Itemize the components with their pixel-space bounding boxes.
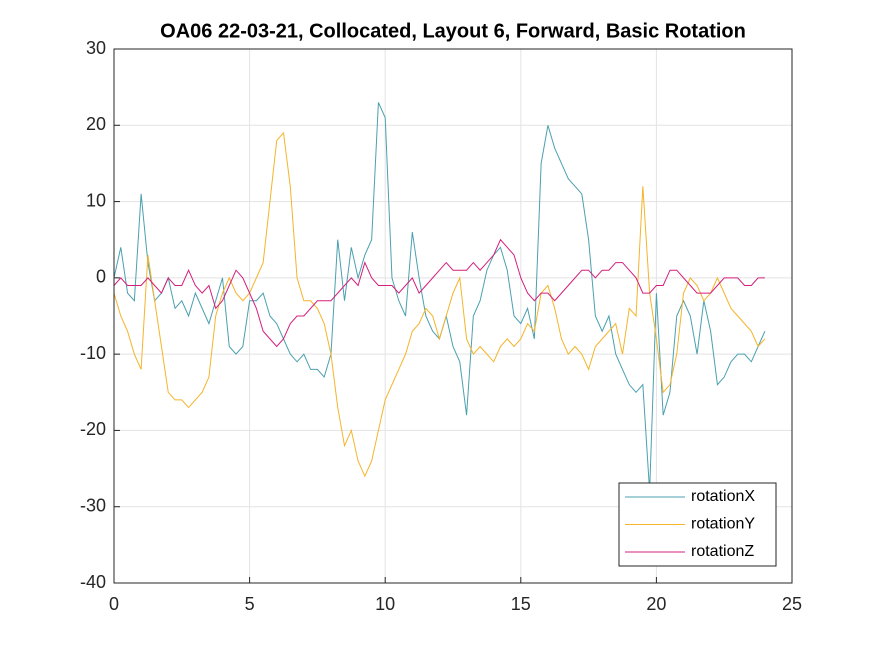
series-line: [113, 238, 765, 348]
x-tick-label: 10: [375, 594, 395, 614]
y-tick-label: -30: [80, 495, 106, 515]
y-tick-label: 0: [96, 267, 106, 287]
y-tick-label: 10: [86, 190, 106, 210]
legend-label: rotationX: [691, 488, 755, 505]
y-tick-label: -40: [80, 572, 106, 592]
y-tick-label: 20: [86, 114, 106, 134]
chart-title: OA06 22-03-21, Collocated, Layout 6, For…: [160, 20, 746, 42]
x-tick-label: 0: [109, 594, 119, 614]
y-tick-label: 30: [86, 38, 106, 58]
y-tick-label: -10: [80, 343, 106, 363]
series-line: [113, 131, 766, 478]
x-tick-label: 15: [511, 594, 531, 614]
y-tick-label: -20: [80, 419, 106, 439]
legend-label: rotationY: [691, 516, 755, 533]
x-tick-label: 5: [245, 594, 255, 614]
axes-box: [113, 48, 793, 584]
legend-label: rotationZ: [691, 543, 754, 560]
x-tick-label: 20: [646, 594, 666, 614]
x-tick-label: 25: [782, 594, 802, 614]
